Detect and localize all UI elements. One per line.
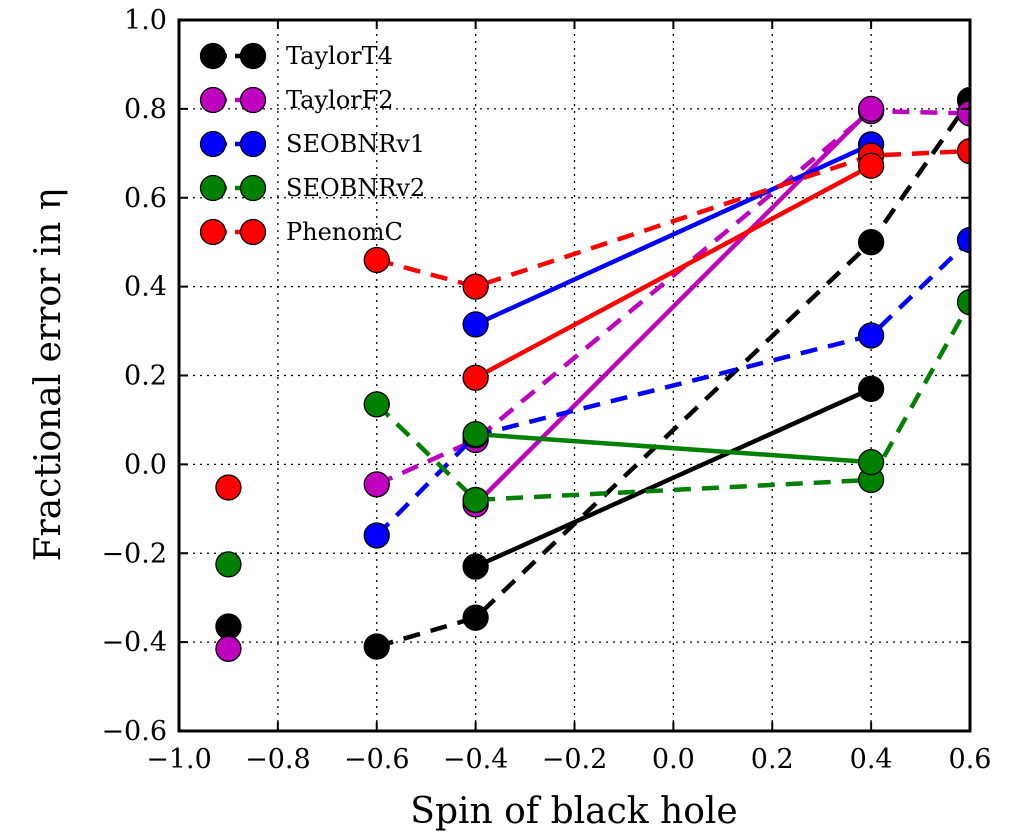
taylort4-marker bbox=[462, 553, 489, 580]
taylort4-marker bbox=[215, 613, 242, 640]
seobnrv2-legend-marker bbox=[239, 174, 267, 202]
taylorf2-marker bbox=[857, 95, 885, 123]
series-layer bbox=[215, 86, 970, 662]
seobnrv1-marker bbox=[462, 311, 489, 338]
seobnrv1-solid-line bbox=[474, 142, 873, 327]
legend-item-seobnrv2: SEOBNRv2 bbox=[199, 174, 425, 202]
phenomc-marker bbox=[363, 246, 390, 274]
taylort4-marker bbox=[857, 229, 885, 256]
legend-label: TaylorT4 bbox=[286, 42, 393, 70]
x-tick-label: −0.4 bbox=[443, 744, 509, 775]
phenomc-dashed-line bbox=[376, 148, 970, 289]
seobnrv2-marker bbox=[462, 486, 489, 514]
y-tick-label: 0.6 bbox=[124, 183, 167, 214]
seobnrv1-marker bbox=[363, 522, 390, 549]
seobnrv2-legend-marker bbox=[199, 174, 227, 202]
x-tick-label: 0.2 bbox=[751, 744, 794, 775]
taylort4-dashed-line bbox=[376, 98, 970, 649]
seobnrv2-solid-line bbox=[475, 431, 872, 465]
taylort4-legend-marker bbox=[199, 42, 227, 70]
y-tick-label: 0.4 bbox=[124, 272, 167, 303]
phenomc-legend-marker bbox=[199, 218, 227, 246]
seobnrv2-marker bbox=[956, 289, 970, 316]
legend-item-phenomc: PhenomC bbox=[199, 218, 403, 246]
x-axis-title: Spin of black hole bbox=[410, 791, 737, 832]
taylort4-marker bbox=[857, 375, 885, 402]
x-tick-label: −0.8 bbox=[245, 744, 311, 775]
x-tick-label: 0.4 bbox=[850, 744, 893, 775]
seobnrv1-marker bbox=[956, 226, 970, 254]
legend-label: SEOBNRv2 bbox=[286, 174, 425, 202]
grid bbox=[179, 20, 970, 731]
legend-label: TaylorF2 bbox=[286, 86, 394, 114]
seobnrv1-legend-marker bbox=[199, 130, 227, 158]
phenomc-marker bbox=[956, 137, 970, 165]
series-seobnrv1 bbox=[363, 131, 970, 549]
axis-ticks: −1.0 −0.8 −0.6 −0.4 −0.2 0.0 0.2 0.4 0.6 −0.6 −0.4… bbox=[101, 5, 991, 775]
y-tick-label: 0.2 bbox=[124, 361, 167, 392]
phenomc-legend-marker bbox=[239, 218, 267, 246]
series-seobnrv2 bbox=[215, 289, 970, 578]
legend-item-taylorf2: TaylorF2 bbox=[199, 86, 394, 114]
series-taylort4 bbox=[215, 86, 970, 660]
taylorf2-legend-marker bbox=[239, 86, 267, 114]
phenomc-solid-line bbox=[474, 163, 873, 380]
y-tick-label: −0.4 bbox=[101, 627, 167, 658]
x-tick-label: −0.6 bbox=[344, 744, 410, 775]
seobnrv1-marker bbox=[857, 322, 885, 349]
taylort4-legend-marker bbox=[239, 42, 267, 70]
y-tick-label: −0.6 bbox=[101, 716, 167, 747]
legend-label: SEOBNRv1 bbox=[286, 130, 425, 158]
phenomc-marker bbox=[215, 474, 242, 501]
seobnrv2-marker bbox=[215, 551, 242, 578]
taylorf2-marker bbox=[363, 471, 390, 498]
taylort4-solid-line bbox=[474, 386, 873, 569]
taylort4-marker bbox=[363, 633, 390, 660]
phenomc-marker bbox=[462, 273, 489, 300]
x-tick-label: 0.0 bbox=[652, 744, 695, 775]
seobnrv1-legend-marker bbox=[239, 130, 267, 158]
legend-item-taylort4: TaylorT4 bbox=[199, 42, 393, 70]
phenomc-marker bbox=[462, 364, 489, 391]
taylorf2-marker bbox=[215, 635, 242, 662]
seobnrv2-marker bbox=[857, 449, 885, 476]
series-phenomc bbox=[215, 137, 970, 501]
y-tick-label: 0.0 bbox=[124, 449, 167, 480]
seobnrv2-marker bbox=[462, 421, 489, 448]
x-tick-label: −0.2 bbox=[542, 744, 608, 775]
legend: TaylorT4 TaylorF2 SEOBNRv1 SEOBNRv2 PhenomC bbox=[199, 42, 425, 246]
taylorf2-dashed-line bbox=[375, 108, 970, 487]
legend-item-seobnrv1: SEOBNRv1 bbox=[199, 130, 425, 158]
taylorf2-marker bbox=[956, 100, 970, 127]
x-tick-label: −1.0 bbox=[146, 744, 212, 775]
y-tick-label: 0.8 bbox=[124, 94, 167, 125]
taylort4-marker bbox=[462, 604, 489, 631]
legend-label: PhenomC bbox=[286, 218, 403, 246]
y-tick-label: −0.2 bbox=[101, 538, 167, 569]
phenomc-marker bbox=[857, 152, 885, 179]
seobnrv1-dashed-line bbox=[375, 238, 970, 538]
taylorf2-legend-marker bbox=[199, 86, 227, 114]
seobnrv2-marker bbox=[363, 391, 390, 418]
x-tick-label: 0.6 bbox=[949, 744, 992, 775]
y-axis-title: Fractional error in η bbox=[28, 189, 69, 562]
seobnrv2-dashed-line bbox=[375, 301, 970, 503]
y-tick-label: 1.0 bbox=[124, 5, 167, 36]
